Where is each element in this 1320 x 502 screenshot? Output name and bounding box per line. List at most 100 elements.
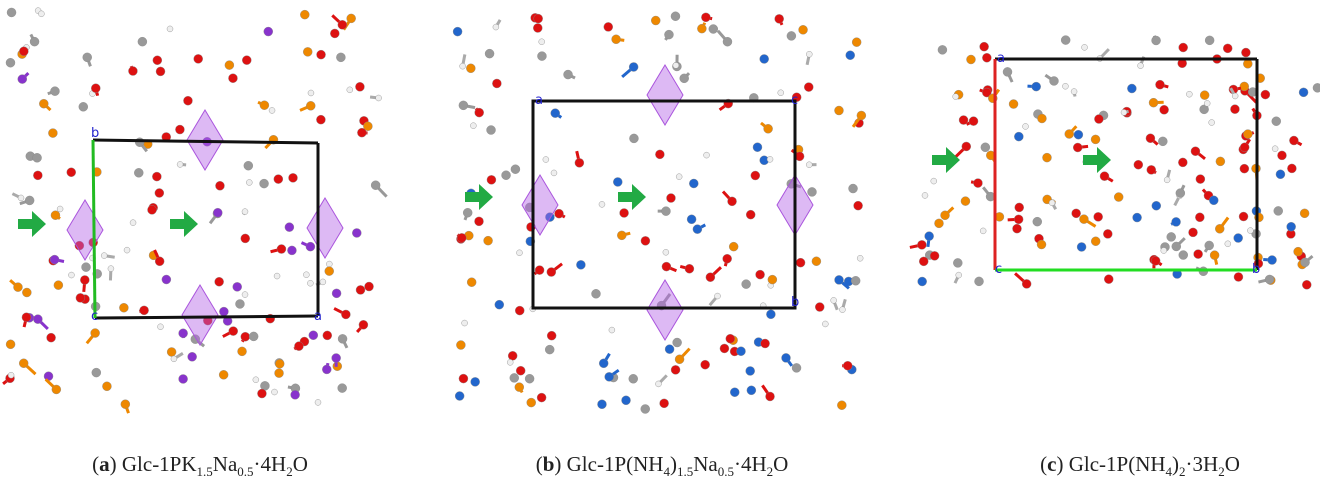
cell-label: b <box>791 295 799 310</box>
atom <box>232 282 242 292</box>
atom <box>661 261 672 272</box>
atom <box>1289 135 1299 146</box>
atom <box>546 267 557 277</box>
caption-part: O <box>773 452 789 476</box>
atom <box>725 333 735 344</box>
atom <box>5 58 16 68</box>
atom <box>319 278 327 286</box>
atom <box>703 151 710 159</box>
atom <box>1081 44 1088 51</box>
atom <box>462 208 473 218</box>
atom <box>290 390 300 400</box>
atom <box>224 60 235 70</box>
caption: (a) Glc-1PK1.5Na0.5·4H2O <box>92 452 308 480</box>
atom <box>240 332 250 342</box>
atom <box>13 282 23 292</box>
atom <box>53 280 64 290</box>
atom <box>176 161 184 168</box>
atom <box>722 37 733 47</box>
atom <box>848 183 858 194</box>
atom <box>307 89 315 97</box>
atom <box>215 181 225 191</box>
atom <box>39 98 49 109</box>
atom <box>248 331 259 342</box>
atom <box>1062 83 1069 90</box>
atom <box>1271 116 1281 126</box>
atom <box>19 358 29 368</box>
atom <box>1238 211 1249 222</box>
atom <box>19 46 29 56</box>
atom <box>604 372 614 382</box>
atom <box>834 275 844 285</box>
caption-part: O <box>292 452 308 476</box>
atom <box>982 87 992 98</box>
atom <box>50 210 61 220</box>
atom <box>834 105 844 116</box>
atom <box>306 101 316 111</box>
atom <box>1166 232 1176 242</box>
atom <box>316 49 326 60</box>
atom <box>355 285 366 295</box>
atom <box>1267 255 1277 265</box>
atom <box>358 320 369 330</box>
atom <box>1151 35 1161 46</box>
atom <box>271 388 278 396</box>
atom <box>980 142 991 152</box>
atom <box>765 391 775 402</box>
atom <box>514 382 525 392</box>
atom <box>760 338 770 349</box>
atom <box>752 142 763 152</box>
atom <box>640 236 651 246</box>
atom <box>346 86 353 94</box>
atom <box>672 337 682 348</box>
atom <box>815 302 825 312</box>
atom <box>550 108 560 118</box>
atom <box>240 233 250 244</box>
atom <box>937 45 948 55</box>
atom <box>837 400 847 410</box>
atom <box>795 257 806 268</box>
atom <box>276 244 287 254</box>
atom <box>241 291 249 298</box>
atom <box>516 249 523 256</box>
atom <box>538 38 545 45</box>
atom <box>664 344 675 354</box>
atom <box>7 371 15 379</box>
atom <box>137 36 148 47</box>
atom <box>157 323 164 330</box>
atom <box>798 25 808 35</box>
atom <box>1013 214 1024 225</box>
atom <box>728 241 739 252</box>
atom <box>534 265 545 275</box>
atom <box>263 26 273 37</box>
atom <box>1036 239 1047 250</box>
atom <box>80 275 90 285</box>
atom <box>1299 208 1310 219</box>
atom <box>628 62 639 72</box>
atom <box>307 280 314 287</box>
atom <box>1204 240 1214 251</box>
atom <box>1243 59 1253 69</box>
atoms <box>2 7 1320 414</box>
atom <box>1103 229 1113 239</box>
atom <box>1233 233 1243 243</box>
atom <box>655 380 662 388</box>
atom <box>662 249 670 256</box>
atom <box>697 23 707 34</box>
atom <box>259 178 269 189</box>
atom <box>346 13 356 24</box>
atom <box>811 256 822 266</box>
atom <box>1203 100 1211 107</box>
atom <box>257 388 267 399</box>
caption-part: ) <box>669 452 677 476</box>
cell-label: c <box>995 262 1002 277</box>
atom <box>1215 156 1226 167</box>
atom <box>1158 136 1168 147</box>
atom <box>686 214 697 224</box>
atom <box>100 252 108 259</box>
atom <box>619 208 629 218</box>
atom <box>102 381 112 391</box>
atom <box>178 328 188 338</box>
atom <box>1293 246 1303 257</box>
caption-part: b <box>542 452 555 476</box>
